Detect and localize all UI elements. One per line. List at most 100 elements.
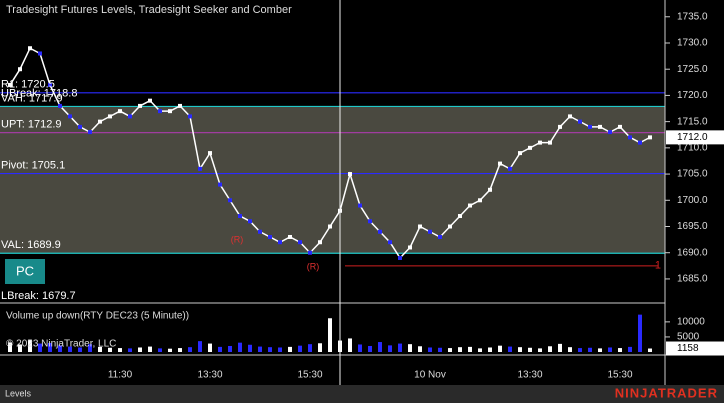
volume-bar	[318, 343, 322, 352]
volume-bar	[528, 347, 532, 352]
volume-bar	[258, 346, 262, 352]
x-tick-label: 15:30	[607, 370, 632, 381]
candle	[68, 114, 72, 119]
level-label: R1: 1720.5	[1, 79, 55, 91]
volume-bar	[638, 314, 642, 352]
candle	[218, 182, 222, 187]
volume-bar	[58, 345, 62, 352]
candle	[438, 234, 442, 239]
candle	[158, 109, 162, 114]
volume-bar	[358, 344, 362, 352]
candle	[598, 124, 602, 129]
candle	[418, 224, 422, 229]
candle	[18, 67, 22, 72]
volume-last: 1158	[677, 343, 699, 354]
candle	[308, 250, 312, 255]
candle	[28, 46, 32, 51]
candle	[578, 119, 582, 124]
volume-bar	[208, 343, 212, 352]
candle	[248, 219, 252, 224]
candle	[388, 240, 392, 245]
volume-bar	[118, 348, 122, 352]
candle	[258, 229, 262, 234]
candle	[558, 124, 562, 129]
candle	[518, 151, 522, 156]
volume-bar	[508, 346, 512, 352]
y-tick-label: 1685.0	[677, 274, 708, 285]
candle	[458, 214, 462, 219]
candle	[568, 114, 572, 119]
volume-bar	[568, 347, 572, 352]
volume-bar	[588, 347, 592, 352]
volume-bar	[178, 348, 182, 352]
volume-tick-label: 10000	[677, 317, 705, 328]
candle	[98, 119, 102, 124]
volume-bar	[648, 348, 652, 352]
volume-bar	[108, 347, 112, 352]
candle	[648, 135, 652, 140]
y-tick-label: 1700.0	[677, 195, 708, 206]
volume-bar	[598, 348, 602, 352]
volume-bar	[78, 347, 82, 352]
volume-bar	[38, 343, 42, 352]
candle	[38, 51, 42, 56]
candle	[288, 234, 292, 239]
candle	[318, 240, 322, 245]
volume-bar	[578, 348, 582, 352]
volume-bar	[248, 344, 252, 352]
marker: (R)	[307, 261, 320, 271]
badge-box[interactable]	[5, 259, 45, 284]
volume-bar	[488, 347, 492, 352]
volume-bar	[168, 348, 172, 352]
brand: NINJATRADER	[615, 385, 718, 400]
last-price: 1712.0	[677, 132, 708, 143]
candle	[428, 229, 432, 234]
last-price-box	[666, 130, 724, 145]
volume-bar	[18, 344, 22, 352]
volume-bar	[188, 347, 192, 352]
volume-bar	[398, 343, 402, 352]
candle	[638, 140, 642, 145]
candle	[118, 109, 122, 114]
candle	[128, 114, 132, 119]
tab[interactable]: Levels	[5, 388, 32, 398]
volume-bar	[608, 347, 612, 352]
x-tick-label: 15:30	[297, 370, 322, 381]
x-tick-label: 13:30	[197, 370, 222, 381]
candle	[368, 219, 372, 224]
candle	[408, 245, 412, 250]
volume-bar	[288, 346, 292, 352]
level-label: UPT: 1712.9	[1, 119, 62, 131]
volume-bar	[88, 344, 92, 352]
candle	[538, 140, 542, 145]
volume-bar	[138, 347, 142, 352]
value-area	[0, 106, 665, 254]
candle	[588, 124, 592, 129]
badge[interactable]: PC	[16, 263, 34, 278]
volume-bar	[228, 345, 232, 352]
signal-label: 1	[655, 260, 661, 272]
volume-bar	[498, 345, 502, 352]
volume-bar	[518, 347, 522, 352]
candle	[328, 224, 332, 229]
candle	[628, 135, 632, 140]
candle	[468, 203, 472, 208]
candle	[188, 114, 192, 119]
candle	[78, 124, 82, 129]
volume-bar	[558, 343, 562, 352]
candle	[548, 140, 552, 145]
candle	[208, 151, 212, 156]
volume-bar	[478, 348, 482, 352]
volume-bar	[278, 347, 282, 352]
candle	[178, 103, 182, 108]
candle	[528, 145, 532, 150]
volume-bar	[158, 348, 162, 352]
volume-bar	[268, 347, 272, 352]
candle	[238, 214, 242, 219]
level-label: VAH: 1717.9	[1, 92, 63, 104]
y-tick-label: 1715.0	[677, 116, 708, 127]
y-tick-label: 1730.0	[677, 38, 708, 49]
marker: (R)	[231, 234, 244, 244]
y-tick-label: 1690.0	[677, 247, 708, 258]
